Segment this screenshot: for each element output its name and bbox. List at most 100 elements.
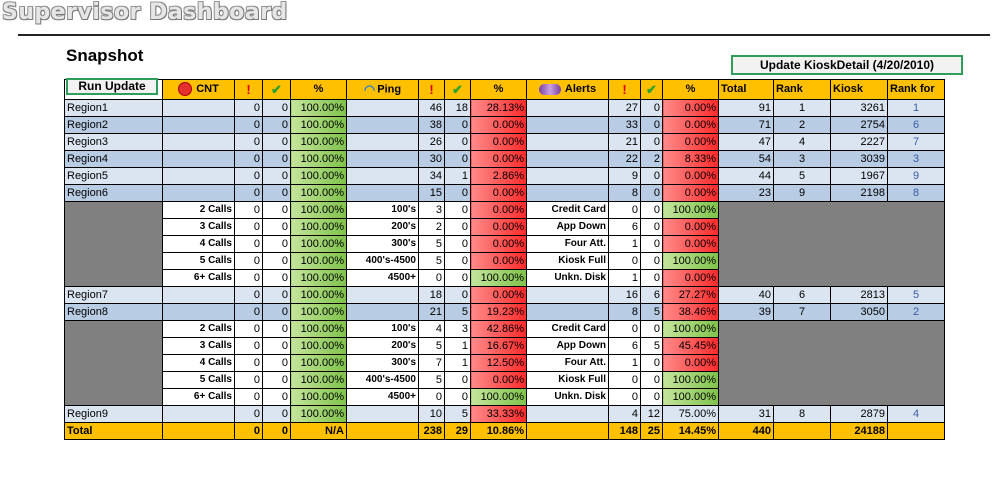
ping-closed: 1 [444, 167, 471, 186]
alerts-open: 33 [608, 116, 641, 135]
rank-value: 6 [773, 286, 831, 305]
ping-slot [346, 405, 419, 424]
ping-detail-closed: 1 [444, 354, 471, 373]
ping-slot [346, 150, 419, 169]
alerts-detail-open: 0 [608, 371, 641, 390]
alerts-detail-closed: 5 [640, 337, 663, 356]
exclamation-icon: ! [246, 82, 251, 97]
header-ping: ◠ Ping [346, 78, 419, 101]
alerts-detail-pct: 100.00% [662, 201, 719, 220]
total-row: Total 0 0 N/A 238 29 10.86% 148 25 14.45% 440 24188 [64, 422, 945, 441]
kiosk-value: 3039 [830, 150, 888, 169]
kiosk-value: 3050 [830, 303, 888, 322]
ping-detail-closed: 0 [444, 201, 471, 220]
cnt-detail-label: 5 Calls [162, 371, 235, 390]
ping-open: 18 [418, 286, 445, 305]
region-row: Region8 0 0 100.00% 21 5 19.23% 8 5 38.46% 39 7 3050… [64, 303, 945, 322]
rank-value: 1 [773, 99, 831, 118]
cnt-detail-closed: 0 [262, 235, 291, 254]
cnt-detail-open: 0 [234, 354, 263, 373]
alerts-pct: 0.00% [662, 167, 719, 186]
alerts-detail-open: 0 [608, 252, 641, 271]
header-ping-bang: ! [418, 78, 445, 101]
total-value: 54 [718, 150, 774, 169]
total-sum: 440 [718, 422, 774, 441]
alerts-detail-pct: 0.00% [662, 218, 719, 237]
cnt-detail-label: 4 Calls [162, 235, 235, 254]
ping-detail-closed: 0 [444, 252, 471, 271]
alerts-detail-label: App Down [526, 218, 609, 237]
ping-detail-pct: 0.00% [470, 235, 527, 254]
region-row: Region7 0 0 100.00% 18 0 0.00% 16 6 27.27% 40 6 2813… [64, 286, 945, 305]
alerts-open: 21 [608, 133, 641, 152]
rank-value: 5 [773, 167, 831, 186]
kiosk-value: 2227 [830, 133, 888, 152]
alerts-closed: 2 [640, 150, 663, 169]
ping-closed: 0 [444, 133, 471, 152]
region-row: Region1 0 0 100.00% 46 18 28.13% 27 0 0.00% 91 1 326… [64, 99, 945, 118]
ping-detail-open: 5 [418, 252, 445, 271]
cnt-pct: 100.00% [290, 405, 347, 424]
ping-detail-closed: 0 [444, 371, 471, 390]
ping-detail-label: 300's [346, 235, 419, 254]
cnt-pct: 100.00% [290, 184, 347, 203]
alerts-pct: 0.00% [662, 99, 719, 118]
cnt-open: 0 [234, 150, 263, 169]
cnt-detail-closed: 0 [262, 201, 291, 220]
cnt-detail-closed: 0 [262, 371, 291, 390]
alerts-detail-label: Four Att. [526, 354, 609, 373]
ping-detail-label: 200's [346, 218, 419, 237]
ping-open: 38 [418, 116, 445, 135]
ping-detail-open: 3 [418, 201, 445, 220]
ping-detail-open: 7 [418, 354, 445, 373]
ping-detail-pct: 0.00% [470, 201, 527, 220]
checkmark-icon: ✔ [271, 82, 282, 97]
cnt-detail-closed: 0 [262, 252, 291, 271]
title-bar: Supervisor Dashboard [0, 0, 1005, 36]
cnt-closed: 0 [262, 116, 291, 135]
alerts-detail-label: App Down [526, 337, 609, 356]
rank-value: 8 [773, 405, 831, 424]
rank-for-value: 4 [887, 405, 945, 424]
alerts-slot [526, 133, 609, 152]
cnt-closed: 0 [262, 133, 291, 152]
cnt-detail-pct: 100.00% [290, 354, 347, 373]
header-total: Total [718, 78, 774, 101]
total-alerts-slot [526, 422, 609, 441]
region-row: Region5 0 0 100.00% 34 1 2.86% 9 0 0.00% 44 5 1967 9 [64, 167, 945, 186]
detail-row: 4 Calls 0 0 100.00% 300's 7 1 12.50% Four Att. 1 0… [65, 354, 945, 373]
cnt-closed: 0 [262, 184, 291, 203]
ping-pct: 0.00% [470, 184, 527, 203]
ping-open: 34 [418, 167, 445, 186]
total-cnt-slot [162, 422, 235, 441]
cnt-open: 0 [234, 184, 263, 203]
cnt-detail-label: 6+ Calls [162, 388, 235, 407]
total-alerts-pct: 14.45% [662, 422, 719, 441]
header-cnt-label: CNT [196, 83, 219, 96]
alerts-detail-label: Credit Card [526, 201, 609, 220]
run-update-button[interactable]: Run Update [66, 78, 158, 95]
ping-pct: 19.23% [470, 303, 527, 322]
update-kiosk-detail-button[interactable]: Update KioskDetail (4/20/2010) [731, 55, 963, 75]
cnt-open: 0 [234, 133, 263, 152]
cnt-slot [162, 133, 235, 152]
header-cnt-bang: ! [234, 78, 263, 101]
cnt-open: 0 [234, 116, 263, 135]
ping-detail-label: 400's-4500 [346, 371, 419, 390]
cnt-detail-closed: 0 [262, 388, 291, 407]
total-ping-closed: 29 [444, 422, 471, 441]
alerts-closed: 0 [640, 133, 663, 152]
alerts-detail-pct: 100.00% [662, 371, 719, 390]
total-value: 71 [718, 116, 774, 135]
header-alerts-bang: ! [608, 78, 641, 101]
ping-open: 21 [418, 303, 445, 322]
total-kiosk: 24188 [830, 422, 888, 441]
ping-pct: 28.13% [470, 99, 527, 118]
alerts-slot [526, 286, 609, 305]
wifi-icon: ◠ [363, 82, 376, 97]
ping-detail-open: 0 [418, 388, 445, 407]
alerts-pct: 0.00% [662, 184, 719, 203]
ping-pct: 0.00% [470, 286, 527, 305]
cnt-detail-label: 5 Calls [162, 252, 235, 271]
cnt-open: 0 [234, 99, 263, 118]
